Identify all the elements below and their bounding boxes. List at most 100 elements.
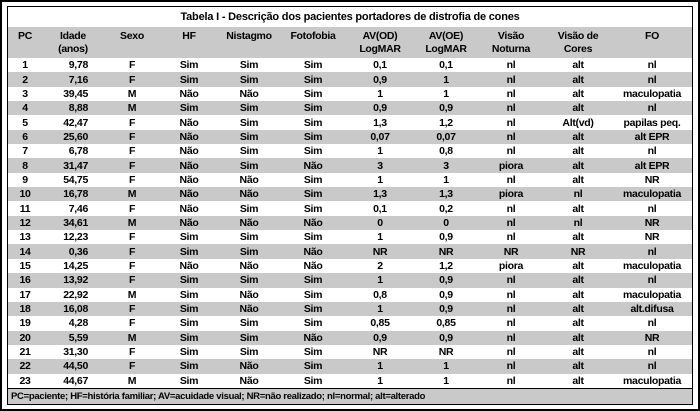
- cell-visao-noturna: nl: [506, 274, 516, 287]
- cell-fotofobia: Sim: [303, 116, 323, 129]
- cell-nistagmo: Sim: [239, 274, 259, 287]
- cell-idade: 12,23: [63, 231, 88, 244]
- cell-idade: 54,75: [63, 173, 88, 186]
- cell-sexo: F: [128, 173, 136, 186]
- cell-fotofobia: Sim: [303, 102, 323, 115]
- cell-av-od-logmar: 1,3: [373, 116, 387, 129]
- cell-sexo: F: [128, 317, 136, 330]
- cell-hf: Sim: [179, 288, 199, 301]
- cell-hf: Não: [179, 145, 199, 158]
- cell-av-oe-logmar: NR: [438, 346, 454, 359]
- cell-av-od-logmar: 1: [377, 231, 383, 244]
- cell-fo: NR: [644, 173, 660, 186]
- cell-av-oe-logmar: 1,2: [439, 259, 453, 272]
- cell-fotofobia: Sim: [303, 173, 323, 186]
- cell-fo: maculopatia: [623, 259, 681, 272]
- table-body: 1 9,78 F Sim Sim Sim 0,1 0,1 nl alt nl 2 7,16 F Sim Sim…: [8, 58, 692, 388]
- table-row: 6 25,60 F Não Sim Sim 0,07 0,07 nl alt alt EPR: [8, 129, 692, 145]
- cell-av-od-logmar: 1: [377, 87, 383, 100]
- cell-visao-noturna: nl: [506, 288, 516, 301]
- cell-av-od-logmar: 0,85: [370, 317, 390, 330]
- cell-sexo: M: [127, 102, 137, 115]
- cell-fotofobia: Não: [303, 159, 323, 172]
- cell-sexo: F: [128, 274, 136, 287]
- cell-visao-de-cores: NR: [570, 245, 586, 258]
- cell-av-oe-logmar: 1,2: [439, 116, 453, 129]
- column-header-hf: HF: [160, 27, 218, 58]
- cell-idade: 25,60: [63, 130, 88, 143]
- cell-av-od-logmar: 1: [377, 303, 383, 316]
- cell-visao-de-cores: alt: [572, 231, 584, 244]
- cell-fo: nl: [647, 102, 657, 115]
- cell-av-od-logmar: 1: [377, 274, 383, 287]
- cell-nistagmo: Não: [239, 216, 259, 229]
- cell-hf: Sim: [179, 59, 199, 72]
- cell-pc: 5: [22, 116, 28, 129]
- cell-visao-noturna: nl: [506, 231, 516, 244]
- cell-nistagmo: Sim: [239, 159, 259, 172]
- cell-visao-de-cores: Alt(vd): [562, 116, 594, 129]
- table-row: 14 0,36 F Sim Sim Não NR NR NR NR nl: [8, 244, 692, 259]
- cell-visao-de-cores: alt: [572, 87, 584, 100]
- table-row: 21 31,30 F Sim Sim Sim NR NR nl alt nl: [8, 345, 692, 359]
- cell-fo: maculopatia: [623, 374, 681, 387]
- cell-av-od-logmar: 0: [377, 216, 383, 229]
- cell-sexo: F: [128, 346, 136, 359]
- cell-av-oe-logmar: 0,07: [436, 130, 456, 143]
- cell-visao-noturna: nl: [506, 130, 516, 143]
- cell-nistagmo: Sim: [239, 59, 259, 72]
- cell-idade: 44,50: [63, 360, 88, 373]
- column-header-av-oe-logmar: AV(OE) LogMAR: [414, 27, 478, 58]
- cell-nistagmo: Não: [239, 374, 259, 387]
- cell-fo: maculopatia: [623, 288, 681, 301]
- cell-idade: 7,46: [68, 202, 89, 215]
- table-row: 20 5,59 M Sim Sim Não 0,9 0,9 nl alt NR: [8, 330, 692, 345]
- column-header-av-od-logmar: AV(OD) LogMAR: [346, 27, 414, 58]
- cell-idade: 16,08: [63, 303, 88, 316]
- column-header-visao-noturna: Visão Noturna: [478, 27, 544, 58]
- cell-fotofobia: Sim: [303, 288, 323, 301]
- table-row: 1 9,78 F Sim Sim Sim 0,1 0,1 nl alt nl: [8, 58, 692, 72]
- cell-pc: 19: [19, 317, 31, 330]
- cell-nistagmo: Sim: [239, 231, 259, 244]
- cell-visao-noturna: nl: [506, 216, 516, 229]
- cell-idade: 0,36: [68, 245, 89, 258]
- cell-av-oe-logmar: 0,9: [439, 303, 453, 316]
- cell-sexo: F: [128, 360, 136, 373]
- cell-idade: 39,45: [63, 87, 88, 100]
- cell-fo: nl: [647, 360, 657, 373]
- cell-visao-de-cores: alt: [572, 303, 584, 316]
- cell-fotofobia: Não: [303, 245, 323, 258]
- cell-av-od-logmar: 0,1: [373, 202, 387, 215]
- cell-fotofobia: Sim: [303, 188, 323, 201]
- cell-idade: 9,78: [68, 59, 89, 72]
- cell-fo: NR: [644, 216, 660, 229]
- cell-visao-de-cores: alt: [572, 274, 584, 287]
- table-row: 10 16,78 M Não Não Sim 1,3 1,3 piora nl maculopati…: [8, 187, 692, 202]
- cell-hf: Sim: [179, 231, 199, 244]
- cell-visao-noturna: nl: [506, 360, 516, 373]
- cell-fotofobia: Sim: [303, 303, 323, 316]
- cell-sexo: M: [127, 331, 137, 344]
- cell-hf: Sim: [179, 102, 199, 115]
- table-row: 15 14,25 F Não Não Não 2 1,2 piora alt maculopatia: [8, 259, 692, 273]
- cell-idade: 14,25: [63, 259, 88, 272]
- cell-av-oe-logmar: 1: [443, 173, 449, 186]
- cell-visao-de-cores: alt: [572, 346, 584, 359]
- cell-sexo: M: [127, 288, 137, 301]
- cell-av-od-logmar: 0,9: [373, 102, 387, 115]
- cell-pc: 14: [19, 245, 31, 258]
- cell-hf: Sim: [179, 274, 199, 287]
- cell-fotofobia: Sim: [303, 59, 323, 72]
- cell-av-od-logmar: 1: [377, 145, 383, 158]
- cell-av-oe-logmar: 3: [443, 159, 449, 172]
- cell-idade: 6,78: [68, 145, 89, 158]
- cell-fo: nl: [647, 59, 657, 72]
- cell-fo: maculopatia: [623, 87, 681, 100]
- cell-av-oe-logmar: 1: [443, 374, 449, 387]
- cell-pc: 4: [22, 102, 28, 115]
- cell-visao-noturna: nl: [506, 145, 516, 158]
- cell-fo: maculopatia: [623, 188, 681, 201]
- cell-av-od-logmar: 3: [377, 159, 383, 172]
- cell-av-oe-logmar: 0,9: [439, 274, 453, 287]
